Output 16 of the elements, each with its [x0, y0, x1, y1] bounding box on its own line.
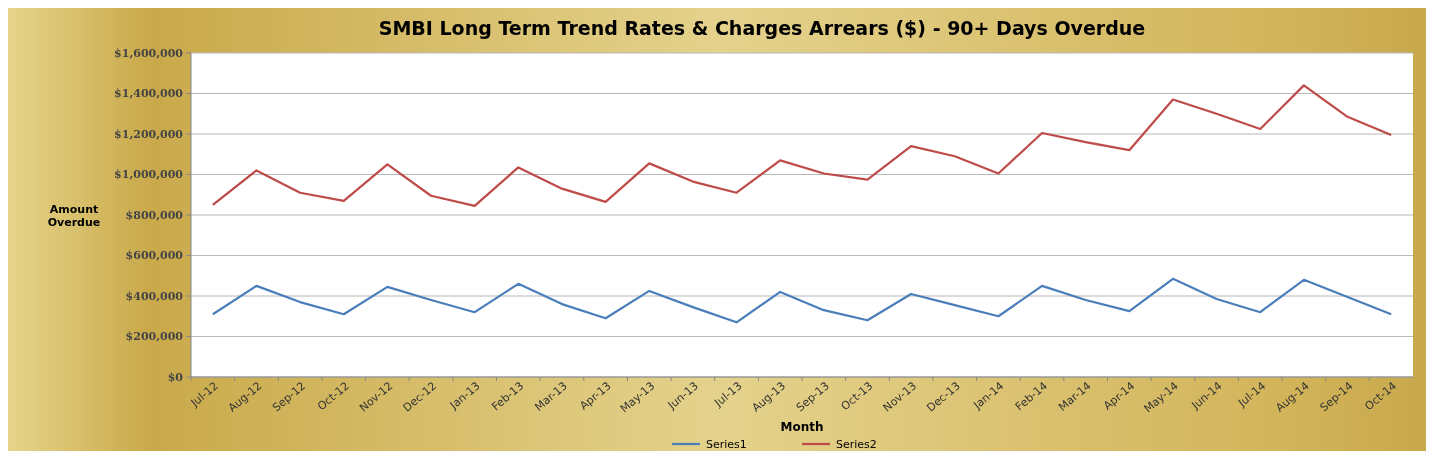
x-axis-title: Month [780, 420, 824, 434]
y-tick-label: $1,200,000 [114, 127, 184, 141]
legend-label: Series2 [836, 437, 877, 451]
line-series [211, 277, 1393, 324]
chart-title: SMBI Long Term Trend Rates & Charges Arrears ($) - 90+ Days Overdue [378, 17, 1146, 39]
y-tick-label: $400,000 [125, 289, 184, 303]
y-tick-label: $200,000 [125, 330, 184, 344]
y-tick-label: $1,400,000 [114, 87, 184, 101]
y-axis-title: Amount Overdue [47, 203, 101, 229]
y-tick-label: $0 [167, 370, 184, 384]
y-tick-label: $800,000 [125, 208, 184, 222]
legend-label: Series1 [706, 437, 747, 451]
y-tick-label: $1,000,000 [114, 168, 184, 182]
y-tick-label: $1,600,000 [114, 46, 184, 60]
y-tick-label: $600,000 [125, 249, 184, 263]
line-series [211, 84, 1393, 207]
